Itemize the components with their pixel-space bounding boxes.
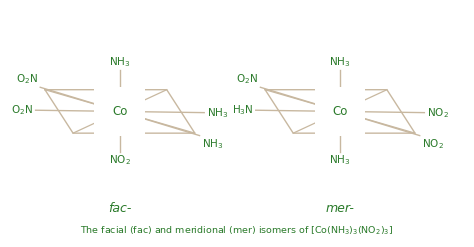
Text: H$_3$N: H$_3$N (232, 103, 254, 117)
Text: mer-: mer- (326, 202, 355, 214)
Text: NH$_3$: NH$_3$ (329, 154, 351, 167)
Text: Co: Co (332, 105, 348, 118)
Text: NH$_3$: NH$_3$ (202, 137, 223, 151)
Text: NH$_3$: NH$_3$ (109, 55, 130, 69)
Text: The facial (fac) and meridional (mer) isomers of [Co(NH$_3$)$_3$(NO$_2$)$_3$]: The facial (fac) and meridional (mer) is… (81, 225, 393, 237)
Text: Co: Co (112, 105, 128, 118)
Text: fac-: fac- (108, 202, 132, 214)
Text: NO$_2$: NO$_2$ (427, 106, 448, 120)
Text: O$_2$N: O$_2$N (236, 72, 258, 86)
Text: O$_2$N: O$_2$N (16, 72, 38, 86)
Text: NO$_2$: NO$_2$ (422, 137, 444, 151)
Text: NO$_2$: NO$_2$ (109, 154, 131, 167)
Text: NH$_3$: NH$_3$ (207, 106, 228, 120)
Text: NH$_3$: NH$_3$ (329, 55, 351, 69)
Text: O$_2$N: O$_2$N (11, 103, 33, 117)
